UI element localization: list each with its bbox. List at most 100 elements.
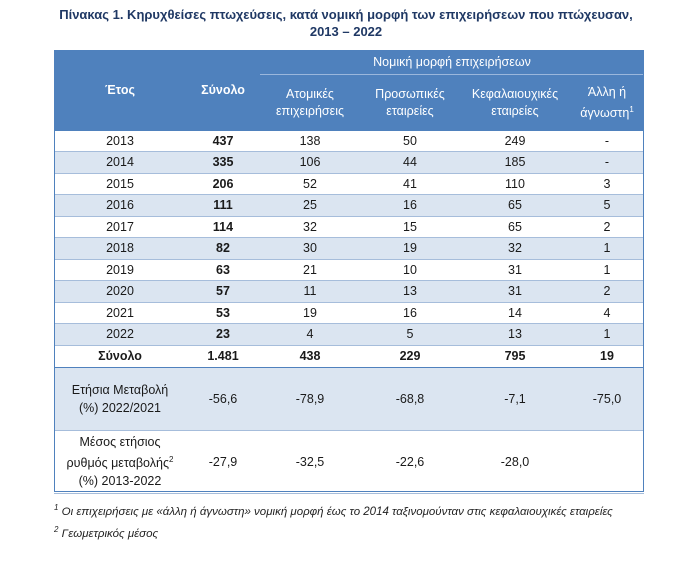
- cell-total: 206: [186, 173, 260, 195]
- cell-individual: 4: [260, 323, 360, 346]
- table-row: 2017 114 32 15 65 2: [54, 216, 644, 238]
- cell-capital: 185: [460, 151, 570, 174]
- avg-rate-individual: -32,5: [260, 430, 360, 494]
- footnote-1-text: Οι επιχειρήσεις με «άλλη ή άγνωστη» νομι…: [61, 505, 613, 518]
- cell-individual: 19: [260, 302, 360, 324]
- header-other: Άλλη ή άγνωστη1: [570, 74, 644, 131]
- cell-capital: 65: [460, 194, 570, 217]
- cell-individual: 25: [260, 194, 360, 217]
- cell-other: 2: [570, 280, 644, 303]
- cell-other: -: [570, 151, 644, 174]
- cell-total: 63: [186, 259, 260, 281]
- cell-year: 2018: [54, 237, 186, 260]
- cell-year: 2019: [54, 259, 186, 281]
- cell-capital: 14: [460, 302, 570, 324]
- table-title: Πίνακας 1. Κηρυχθείσες πτωχεύσεις, κατά …: [0, 6, 692, 40]
- cell-year: 2021: [54, 302, 186, 324]
- annual-change-label: Ετήσια Μεταβολή (%) 2022/2021: [54, 367, 186, 431]
- cell-year: 2016: [54, 194, 186, 217]
- total-row-other: 19: [570, 344, 644, 368]
- annual-change-partnership: -68,8: [360, 367, 460, 431]
- cell-other: 4: [570, 302, 644, 324]
- avg-rate-label: Μέσος ετήσιος ρυθμός μεταβολής2 (%) 2013-2…: [54, 430, 186, 494]
- cell-other: 1: [570, 323, 644, 346]
- cell-capital: 31: [460, 259, 570, 281]
- avg-rate-row: Μέσος ετήσιος ρυθμός μεταβολής2 (%) 2013-2…: [54, 430, 644, 494]
- cell-total: 335: [186, 151, 260, 174]
- table-row: 2018 82 30 19 32 1: [54, 237, 644, 260]
- total-row-partnership: 229: [360, 344, 460, 368]
- footnotes: 1 Οι επιχειρήσεις με «άλλη ή άγνωστη» νο…: [54, 500, 654, 544]
- cell-capital: 110: [460, 173, 570, 195]
- annual-change-total: -56,6: [186, 367, 260, 431]
- cell-year: 2014: [54, 151, 186, 174]
- bankruptcies-table: Έτος Σύνολο Νομική μορφή επιχειρήσεων Ατ…: [54, 50, 644, 494]
- header-legal-form-group: Νομική μορφή επιχειρήσεων: [260, 50, 644, 75]
- cell-partnership: 16: [360, 194, 460, 217]
- cell-partnership: 10: [360, 259, 460, 281]
- cell-partnership: 19: [360, 237, 460, 260]
- cell-partnership: 15: [360, 216, 460, 238]
- cell-year: 2013: [54, 130, 186, 152]
- footnote-ref-1: 1: [629, 104, 634, 114]
- table-row: 2020 57 11 13 31 2: [54, 280, 644, 303]
- cell-year: 2022: [54, 323, 186, 346]
- footnote-2: 2 Γεωμετρικός μέσος: [54, 522, 654, 542]
- annual-change-other: -75,0: [570, 367, 644, 431]
- cell-individual: 106: [260, 151, 360, 174]
- footnote-ref-2: 2: [169, 454, 174, 464]
- cell-partnership: 41: [360, 173, 460, 195]
- cell-capital: 13: [460, 323, 570, 346]
- cell-partnership: 50: [360, 130, 460, 152]
- cell-total: 437: [186, 130, 260, 152]
- cell-other: 3: [570, 173, 644, 195]
- cell-other: -: [570, 130, 644, 152]
- cell-year: 2015: [54, 173, 186, 195]
- avg-rate-label-line2: ρυθμός μεταβολής2: [54, 451, 186, 472]
- header-individual: Ατομικές επιχειρήσεις: [260, 74, 360, 131]
- table-title-line2: 2013 – 2022: [309, 24, 383, 39]
- table-title-line1: Πίνακας 1. Κηρυχθείσες πτωχεύσεις, κατά …: [59, 7, 633, 22]
- annual-change-individual: -78,9: [260, 367, 360, 431]
- cell-partnership: 16: [360, 302, 460, 324]
- annual-change-label-line2: (%) 2022/2021: [78, 400, 161, 415]
- table-body: 2013 437 138 50 249-2014 335 106 44 185-2015 206 5…: [54, 130, 644, 346]
- cell-individual: 11: [260, 280, 360, 303]
- cell-capital: 65: [460, 216, 570, 238]
- table-row: 2019 63 21 10 31 1: [54, 259, 644, 281]
- avg-rate-label-line2-text: ρυθμός μεταβολής: [66, 456, 169, 471]
- table-row: 2014 335 106 44 185-: [54, 151, 644, 174]
- cell-other: 5: [570, 194, 644, 217]
- annual-change-capital: -7,1: [460, 367, 570, 431]
- header-partnership: Προσωπικές εταιρείες: [360, 74, 460, 131]
- header-total: Σύνολο: [186, 50, 260, 131]
- cell-other: 1: [570, 259, 644, 281]
- cell-individual: 32: [260, 216, 360, 238]
- header-other-label: Άλλη ή άγνωστη: [580, 84, 630, 120]
- cell-partnership: 44: [360, 151, 460, 174]
- cell-partnership: 13: [360, 280, 460, 303]
- avg-rate-label-line3: (%) 2013-2022: [78, 474, 162, 489]
- cell-total: 23: [186, 323, 260, 346]
- header-capital: Κεφαλαιουχικές εταιρείες: [460, 74, 570, 131]
- cell-individual: 30: [260, 237, 360, 260]
- cell-year: 2020: [54, 280, 186, 303]
- cell-capital: 31: [460, 280, 570, 303]
- cell-total: 57: [186, 280, 260, 303]
- total-row-individual: 438: [260, 344, 360, 368]
- cell-capital: 249: [460, 130, 570, 152]
- total-row-label: Σύνολο: [54, 344, 186, 368]
- avg-rate-label-line1: Μέσος ετήσιος: [79, 434, 161, 449]
- avg-rate-total: -27,9: [186, 430, 260, 494]
- total-row: Σύνολο 1.481 438 229 795 19: [54, 344, 644, 368]
- table-row: 2015 206 52 41 110 3: [54, 173, 644, 195]
- table-row: 2013 437 138 50 249-: [54, 130, 644, 152]
- total-row-total: 1.481: [186, 344, 260, 368]
- avg-rate-other: [570, 430, 644, 494]
- table-row: 2022 23 4 5 13 1: [54, 323, 644, 346]
- cell-total: 82: [186, 237, 260, 260]
- footnote-1: 1 Οι επιχειρήσεις με «άλλη ή άγνωστη» νο…: [54, 500, 654, 520]
- cell-total: 111: [186, 194, 260, 217]
- cell-total: 114: [186, 216, 260, 238]
- cell-individual: 52: [260, 173, 360, 195]
